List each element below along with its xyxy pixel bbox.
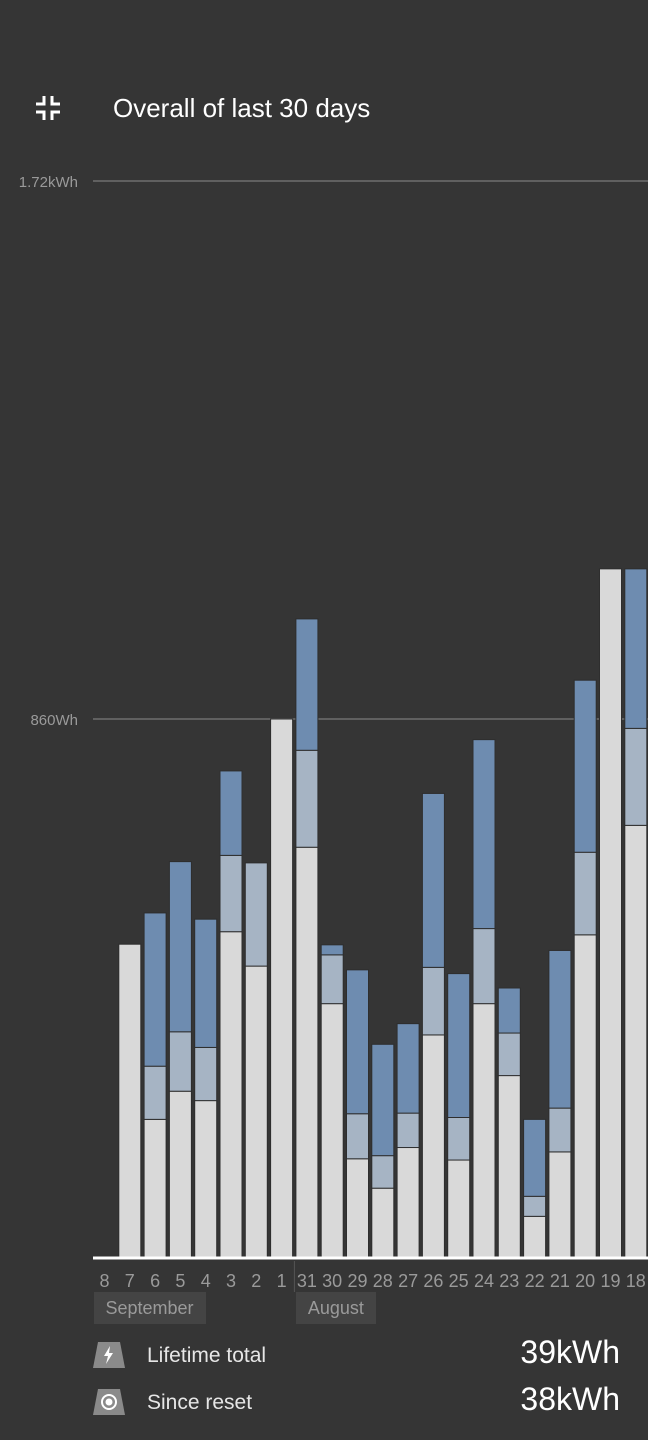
bar-segment <box>472 739 496 930</box>
target-reset-icon <box>93 1389 125 1415</box>
bar-segment <box>320 954 344 1005</box>
bar-segment <box>194 1100 218 1258</box>
bar-segment <box>346 969 369 1115</box>
bar-segment <box>573 934 597 1258</box>
bar-segment <box>396 1112 420 1149</box>
bar-segment <box>295 749 319 848</box>
bar-segment <box>143 1065 167 1120</box>
bar-segment <box>497 1075 521 1258</box>
bar-segment <box>523 1215 547 1258</box>
bar-segment <box>194 918 218 1048</box>
x-tick-label: 27 <box>398 1271 418 1291</box>
bar-segment <box>346 1158 369 1258</box>
bar-segment <box>447 1116 471 1161</box>
lightning-bolt-icon <box>93 1342 125 1368</box>
stat-lifetime-total: Lifetime total 39kWh <box>0 1334 648 1378</box>
bar-segment <box>573 851 597 936</box>
bar-segment <box>143 1118 167 1258</box>
bar-segment <box>447 1159 471 1258</box>
x-tick-label: 25 <box>449 1271 469 1291</box>
stat-label: Lifetime total <box>147 1344 267 1367</box>
bar-segment <box>447 973 471 1118</box>
bar-segment <box>295 846 319 1258</box>
x-tick-label: 4 <box>201 1271 211 1291</box>
x-tick-label: 8 <box>99 1271 109 1291</box>
chart-header: Overall of last 30 days <box>0 70 648 146</box>
bar-segment <box>396 1147 420 1258</box>
x-tick-label: 2 <box>251 1271 261 1291</box>
bar-segment <box>548 949 572 1109</box>
collapse-fullscreen-icon <box>36 96 60 120</box>
bar-segment <box>320 944 344 956</box>
bar-segment <box>320 1003 344 1258</box>
bar-segment <box>346 1113 369 1160</box>
bar-segment <box>421 792 445 968</box>
bar-segment <box>194 1046 218 1102</box>
x-tick-label: 7 <box>125 1271 135 1291</box>
x-tick-label: 22 <box>525 1271 545 1291</box>
bar-segment <box>244 862 268 967</box>
x-tick-label: 20 <box>575 1271 595 1291</box>
x-tick-label: 6 <box>150 1271 160 1291</box>
bar-segment <box>421 966 445 1036</box>
bar-segment <box>219 931 243 1258</box>
bar-segment <box>599 568 622 1258</box>
stat-value: 39kWh <box>520 1334 620 1370</box>
bar-segment <box>168 1031 192 1092</box>
stat-value: 38kWh <box>520 1381 620 1417</box>
y-tick-label: 1.72kWh <box>19 174 78 191</box>
bar-segment <box>219 854 243 933</box>
bar-segment <box>421 1034 445 1258</box>
bar-segment <box>523 1118 547 1197</box>
bar-segment <box>497 1032 521 1077</box>
bar-segment <box>548 1151 572 1258</box>
bar-segment <box>118 943 142 1258</box>
month-label: August <box>295 1292 376 1324</box>
x-tick-label: 3 <box>226 1271 236 1291</box>
x-tick-label: 26 <box>423 1271 443 1291</box>
collapse-button[interactable] <box>22 82 74 134</box>
bar-segment <box>371 1043 395 1157</box>
bar-segment <box>396 1023 420 1114</box>
bar-segment <box>244 965 268 1258</box>
bar-segment <box>143 912 167 1067</box>
y-tick-label: 860Wh <box>30 712 78 729</box>
x-tick-label: 21 <box>550 1271 570 1291</box>
bar-segment <box>624 727 648 826</box>
x-tick-label: 31 <box>297 1271 317 1291</box>
bar-segment <box>472 1003 496 1258</box>
x-tick-label: 19 <box>600 1271 620 1291</box>
bar-segment <box>472 928 496 1005</box>
stat-label: Since reset <box>147 1391 253 1414</box>
x-tick-label: 30 <box>322 1271 342 1291</box>
bar-segment <box>168 1090 192 1258</box>
x-tick-label: 29 <box>347 1271 367 1291</box>
x-tick-label: 5 <box>175 1271 185 1291</box>
bar-segment <box>523 1195 547 1217</box>
bar-segment <box>548 1107 572 1153</box>
bar-segment <box>219 770 243 856</box>
bar-segment <box>573 679 597 853</box>
bar-segment <box>371 1155 395 1189</box>
bar-segment <box>624 824 648 1258</box>
x-tick-label: 24 <box>474 1271 494 1291</box>
x-tick-label: 1 <box>277 1271 287 1291</box>
x-tick-label: 18 <box>626 1271 646 1291</box>
month-label: September <box>93 1292 206 1324</box>
bar-segment <box>497 987 521 1034</box>
x-tick-label: 23 <box>499 1271 519 1291</box>
bar-segment <box>371 1187 395 1258</box>
chart-title: Overall of last 30 days <box>113 93 371 123</box>
x-tick-label: 28 <box>373 1271 393 1291</box>
bar-segment <box>168 861 192 1033</box>
bar-segment <box>624 568 648 729</box>
bar-segment <box>295 618 319 751</box>
stat-since-reset: Since reset 38kWh <box>0 1381 648 1425</box>
bar-segment <box>270 718 294 1258</box>
